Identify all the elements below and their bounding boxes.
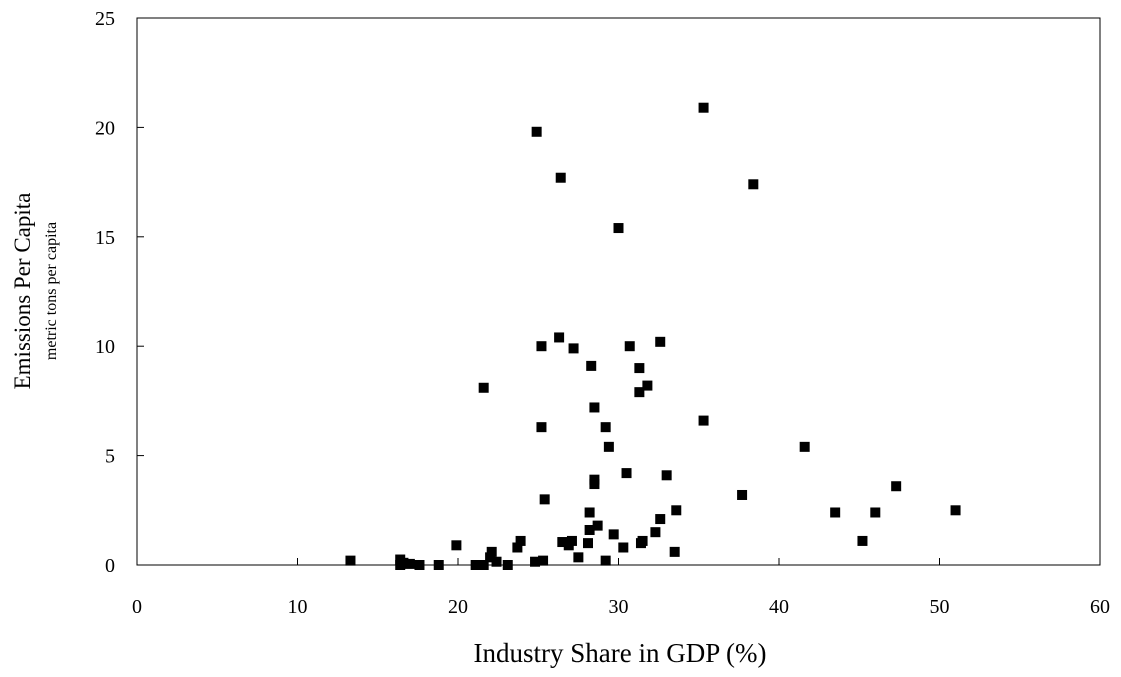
point: [470, 560, 481, 570]
point: [502, 560, 513, 570]
point: [857, 535, 868, 546]
x-tick-label: 10: [288, 596, 308, 618]
point: [671, 505, 682, 516]
y-tick-label: 15: [95, 227, 115, 249]
plot-frame: [136, 17, 1101, 566]
point: [512, 542, 523, 553]
point: [539, 494, 550, 505]
point: [891, 481, 902, 492]
y-tick-label: 25: [95, 8, 115, 30]
point: [530, 556, 541, 567]
point: [669, 546, 680, 557]
point: [584, 507, 595, 518]
point: [589, 402, 600, 413]
x-tick-label: 20: [448, 596, 468, 618]
point: [698, 102, 709, 113]
x-tick-label: 0: [132, 596, 142, 618]
point: [624, 341, 635, 352]
point: [515, 535, 526, 546]
point: [433, 560, 444, 570]
point: [491, 556, 502, 567]
y-tick-label: 10: [95, 336, 115, 358]
point: [557, 537, 568, 548]
point: [608, 529, 619, 540]
x-axis-title: Industry Share in GDP (%): [474, 638, 767, 668]
y-axis-units: metric tons per capita: [43, 222, 60, 360]
point: [555, 172, 566, 183]
point: [531, 126, 542, 137]
point: [642, 380, 653, 391]
point: [621, 468, 632, 479]
point: [698, 415, 709, 426]
point: [404, 558, 415, 569]
point: [589, 479, 600, 490]
x-tick-label: 40: [769, 596, 789, 618]
point: [950, 505, 961, 516]
point: [603, 441, 614, 452]
point: [655, 336, 666, 347]
point: [485, 552, 496, 563]
x-tick-label: 50: [930, 596, 950, 618]
point: [478, 560, 489, 570]
point: [655, 514, 666, 525]
point: [634, 363, 645, 374]
point: [661, 470, 672, 481]
point: [395, 560, 406, 570]
point: [478, 382, 489, 393]
point: [799, 441, 810, 452]
point: [486, 546, 497, 557]
point: [737, 489, 748, 500]
point: [538, 555, 549, 566]
point: [637, 535, 648, 546]
point: [650, 527, 661, 538]
point: [451, 540, 462, 551]
point: [583, 538, 594, 549]
point: [584, 524, 595, 535]
point: [568, 343, 579, 354]
x-tick-label: 30: [609, 596, 629, 618]
point: [613, 223, 624, 234]
point: [573, 552, 584, 563]
point: [870, 507, 881, 518]
y-tick-label: 20: [95, 117, 115, 139]
y-tick-label: 5: [105, 446, 115, 468]
point: [600, 555, 611, 566]
point: [634, 387, 645, 398]
point: [563, 540, 574, 551]
point: [592, 520, 603, 531]
point: [345, 555, 356, 566]
point: [748, 179, 759, 190]
point: [830, 507, 841, 518]
y-axis-title: Emissions Per Capita: [10, 193, 35, 390]
point: [536, 341, 547, 352]
point: [414, 560, 425, 570]
point: [586, 360, 597, 371]
y-tick-label: 0: [105, 555, 115, 577]
point: [600, 422, 611, 433]
point: [618, 542, 629, 553]
x-tick-label: 60: [1090, 596, 1110, 618]
point: [536, 422, 547, 433]
point: [554, 332, 565, 343]
